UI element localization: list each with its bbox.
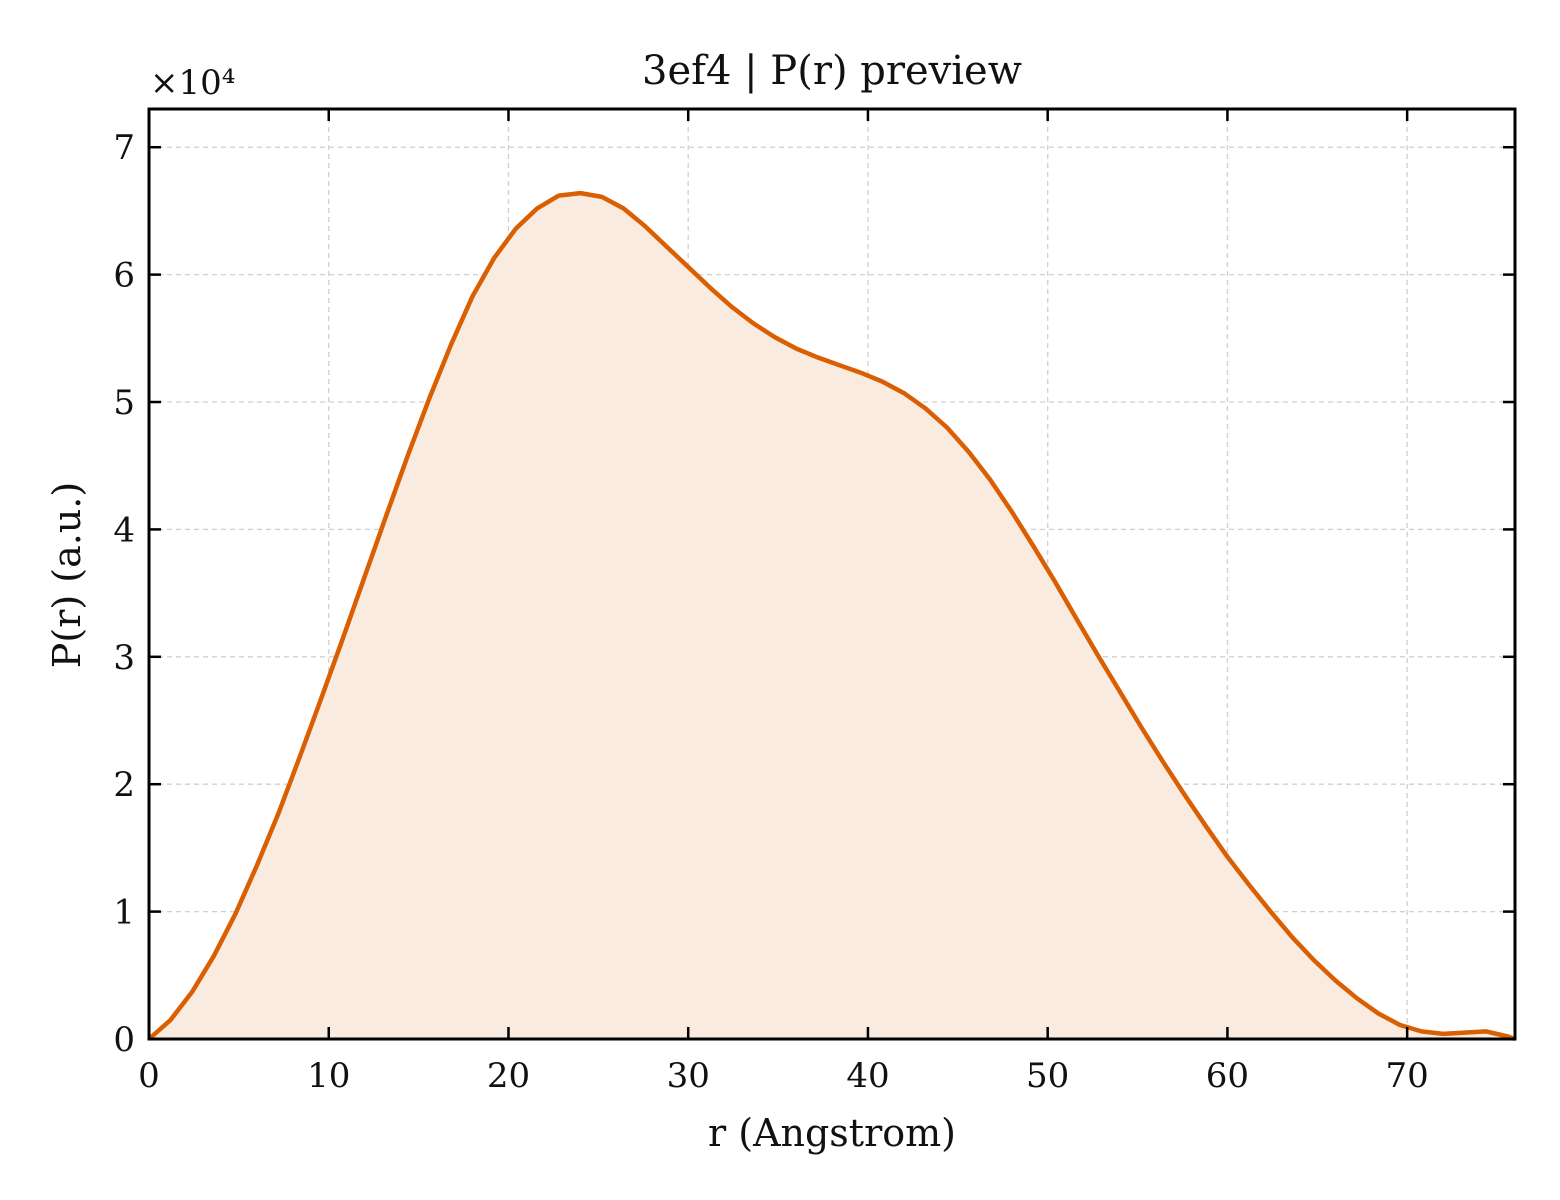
- y-multiplier-label: ×10⁴: [150, 63, 235, 103]
- plot-frame: [147, 107, 1517, 1041]
- x-tick-label: 0: [138, 1056, 160, 1096]
- y-axis-label: P(r) (a.u.): [45, 482, 89, 668]
- x-tick-label: 50: [1026, 1056, 1069, 1096]
- pr-area-fill: [149, 193, 1515, 1040]
- y-tick-label: 7: [113, 128, 135, 168]
- x-axis-label: r (Angstrom): [708, 1111, 956, 1155]
- ticks-layer: 0 10 20 30 40 50 60 70 0 1 2 3 4 5 6 7: [113, 109, 1515, 1096]
- y-tick-label: 0: [113, 1020, 135, 1060]
- x-tick-label: 30: [667, 1056, 710, 1096]
- x-tick-label: 20: [487, 1056, 530, 1096]
- y-tick-label: 6: [113, 256, 135, 296]
- x-tick-label: 40: [846, 1056, 889, 1096]
- y-tick-label: 1: [113, 893, 135, 933]
- chart-title: 3ef4 | P(r) preview: [642, 48, 1022, 94]
- x-tick-label: 10: [307, 1056, 350, 1096]
- y-tick-label: 3: [113, 638, 135, 678]
- pr-series-line: [147, 190, 1516, 1042]
- y-tick-label: 4: [113, 510, 135, 550]
- y-tick-label: 2: [113, 765, 135, 805]
- x-tick-label: 60: [1206, 1056, 1249, 1096]
- x-tick-label: 70: [1386, 1056, 1429, 1096]
- y-tick-label: 5: [113, 383, 135, 423]
